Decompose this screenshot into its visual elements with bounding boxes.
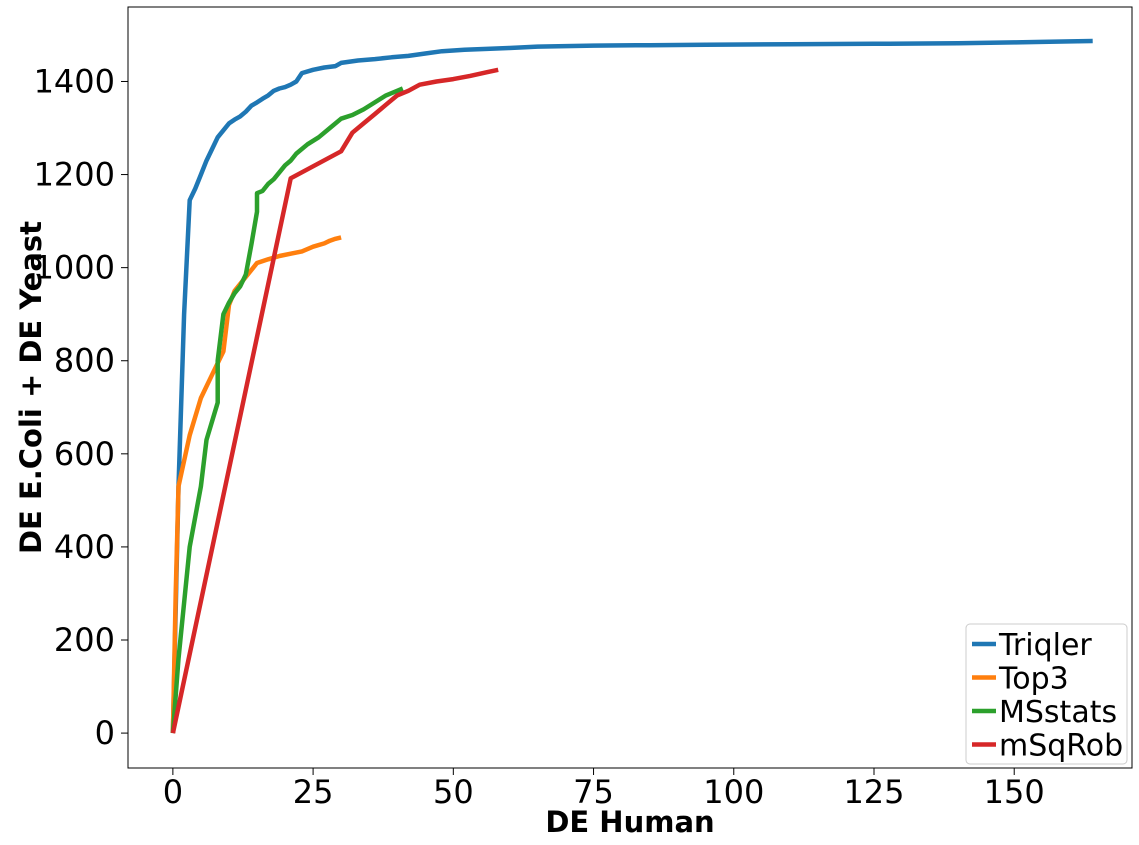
- y-tick-label: 1400: [34, 62, 115, 100]
- series-line-triqler: [170, 38, 1093, 734]
- y-tick-label: 1200: [34, 156, 115, 194]
- x-tick-label: 75: [573, 773, 614, 811]
- legend-label-top3: Top3: [998, 662, 1069, 697]
- x-tick-label: 100: [703, 773, 764, 811]
- legend-label-msstats: MSstats: [999, 695, 1117, 730]
- plot-frame: [127, 6, 1133, 769]
- series-lines: [170, 38, 1093, 734]
- y-axis-ticks: 0 200 400 600 800 1000 1200 1400: [34, 62, 128, 752]
- series-line-top3: [170, 235, 342, 734]
- x-axis-ticks: 0 25 50 75 100 125 150: [163, 768, 1045, 811]
- series-line-msstats: [170, 86, 404, 734]
- legend-box: [965, 623, 1128, 765]
- series-line-msqrob: [170, 67, 499, 734]
- y-tick-label: 0: [95, 714, 115, 752]
- y-tick-label: 200: [54, 621, 115, 659]
- x-tick-label: 25: [293, 773, 334, 811]
- legend-label-triqler: Triqler: [998, 628, 1092, 663]
- y-tick-label: 1000: [34, 249, 115, 287]
- x-tick-label: 0: [163, 773, 183, 811]
- x-tick-label: 150: [984, 773, 1045, 811]
- x-tick-label: 50: [433, 773, 474, 811]
- x-axis-title: DE Human: [545, 805, 714, 839]
- y-axis-title: DE E.Coli + DE Yeast: [14, 221, 48, 554]
- y-tick-label: 400: [54, 528, 115, 566]
- y-tick-label: 600: [54, 435, 115, 473]
- x-tick-label: 125: [843, 773, 904, 811]
- legend-label-msqrob: mSqRob: [999, 729, 1123, 764]
- y-tick-label: 800: [54, 342, 115, 380]
